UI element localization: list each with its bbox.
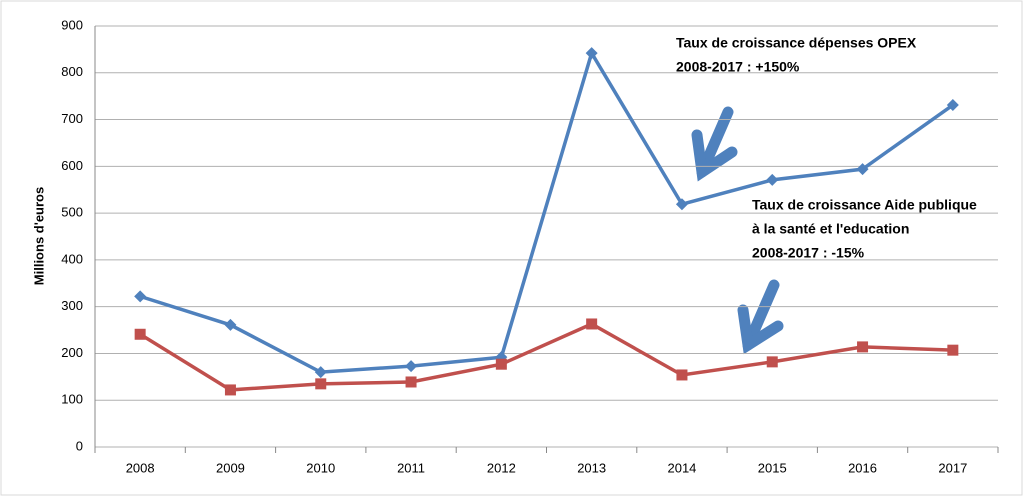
x-tick-label: 2016 <box>848 460 877 475</box>
x-tick-label: 2015 <box>758 460 787 475</box>
y-tick-label: 900 <box>61 17 83 32</box>
y-tick-label: 800 <box>61 64 83 79</box>
x-tick-label: 2010 <box>306 460 335 475</box>
y-tick-label: 200 <box>61 345 83 360</box>
y-axis-label: Millions d'euros <box>31 187 46 285</box>
x-tick-label: 2008 <box>126 460 155 475</box>
y-tick-label: 500 <box>61 205 83 220</box>
marker <box>585 47 598 60</box>
y-tick-label: 600 <box>61 158 83 173</box>
marker <box>314 366 327 379</box>
annotation: 2008-2017 : +150% <box>676 59 800 75</box>
x-tick-label: 2013 <box>577 460 606 475</box>
y-tick-label: 100 <box>61 392 83 407</box>
arrow <box>691 106 784 355</box>
marker <box>224 384 236 396</box>
marker <box>856 163 869 176</box>
annotation: 2008-2017 : -15% <box>752 245 865 261</box>
annotation: Taux de croissance Aide publique <box>752 197 977 213</box>
y-tick-label: 400 <box>61 251 83 266</box>
line <box>139 48 954 374</box>
y-tick-label: 300 <box>61 298 83 313</box>
x-tick-label: 2011 <box>397 460 425 475</box>
x-tick-label: 2017 <box>938 460 967 475</box>
y-tick-label: 0 <box>76 438 83 453</box>
marker <box>315 378 327 390</box>
line <box>139 322 953 392</box>
annotation: à la santé et l'education <box>752 221 909 237</box>
x-tick-label: 2014 <box>667 460 696 475</box>
annotation: Taux de croissance dépenses OPEX <box>676 35 917 51</box>
marker <box>766 356 778 368</box>
marker <box>675 198 688 211</box>
marker <box>224 318 237 331</box>
marker <box>495 358 507 370</box>
x-tick-label: 2009 <box>216 460 245 475</box>
marker <box>857 341 869 353</box>
marker <box>946 99 959 112</box>
marker <box>134 328 146 340</box>
marker <box>405 376 417 388</box>
marker <box>586 318 598 330</box>
x-tick-label: 2012 <box>487 460 516 475</box>
marker <box>766 173 779 186</box>
y-tick-label: 700 <box>61 111 83 126</box>
marker <box>405 360 418 373</box>
marker <box>947 344 959 356</box>
marker <box>134 290 147 303</box>
marker <box>676 369 688 381</box>
